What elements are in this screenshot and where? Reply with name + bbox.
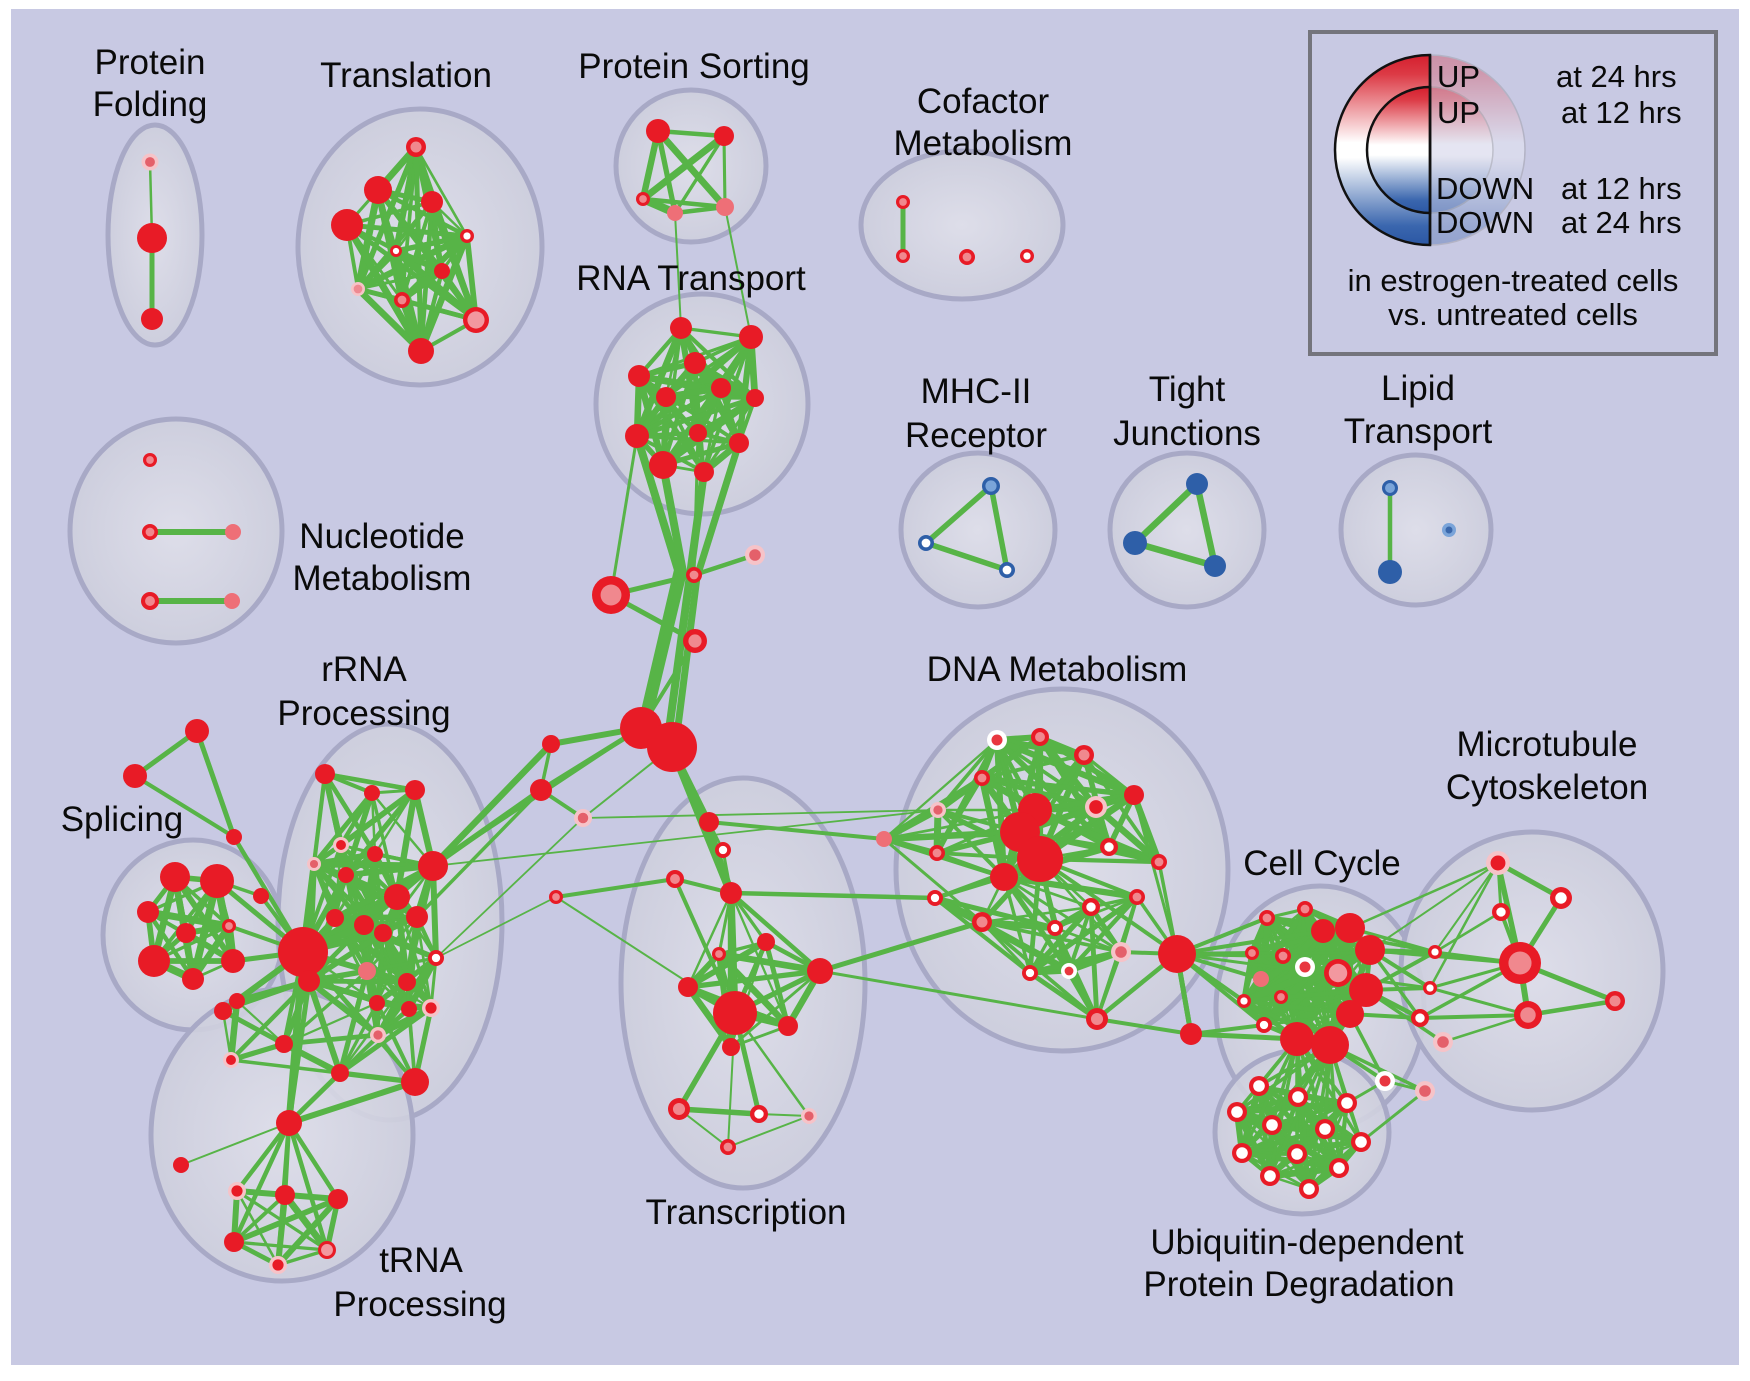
svg-text:Metabolism: Metabolism — [894, 124, 1073, 163]
svg-text:Transcription: Transcription — [646, 1193, 847, 1232]
svg-text:Tight: Tight — [1149, 370, 1226, 409]
svg-text:at 12 hrs: at 12 hrs — [1561, 95, 1682, 130]
svg-text:Translation: Translation — [320, 56, 492, 95]
svg-text:at 12 hrs: at 12 hrs — [1561, 171, 1682, 206]
svg-text:Transport: Transport — [1344, 412, 1493, 451]
svg-text:rRNA: rRNA — [321, 650, 407, 689]
svg-text:DNA Metabolism: DNA Metabolism — [927, 650, 1188, 689]
svg-text:at 24 hrs: at 24 hrs — [1561, 205, 1682, 240]
svg-text:Cytoskeleton: Cytoskeleton — [1446, 768, 1648, 807]
svg-text:Cofactor: Cofactor — [917, 82, 1050, 121]
svg-text:in estrogen-treated cells: in estrogen-treated cells — [1348, 263, 1679, 298]
svg-text:RNA Transport: RNA Transport — [576, 259, 806, 298]
svg-text:Cell Cycle: Cell Cycle — [1243, 844, 1401, 883]
svg-text:Protein Degradation: Protein Degradation — [1143, 1265, 1454, 1304]
svg-text:tRNA: tRNA — [379, 1241, 463, 1280]
svg-text:Protein: Protein — [95, 43, 206, 82]
svg-text:Nucleotide: Nucleotide — [299, 517, 464, 556]
svg-text:Protein Sorting: Protein Sorting — [578, 47, 810, 86]
svg-text:Folding: Folding — [93, 85, 208, 124]
svg-text:Processing: Processing — [333, 1285, 506, 1324]
svg-text:Processing: Processing — [277, 694, 450, 733]
svg-text:DOWN: DOWN — [1436, 205, 1534, 240]
svg-text:UP: UP — [1437, 59, 1480, 94]
svg-text:Receptor: Receptor — [905, 416, 1047, 455]
svg-text:UP: UP — [1437, 95, 1480, 130]
svg-text:Splicing: Splicing — [61, 800, 184, 839]
svg-text:Metabolism: Metabolism — [293, 559, 472, 598]
svg-text:Lipid: Lipid — [1381, 369, 1455, 408]
svg-text:MHC-II: MHC-II — [921, 372, 1032, 411]
svg-text:at 24 hrs: at 24 hrs — [1556, 59, 1677, 94]
svg-text:Microtubule: Microtubule — [1457, 725, 1638, 764]
svg-text:vs. untreated cells: vs. untreated cells — [1388, 297, 1638, 332]
svg-text:Ubiquitin-dependent: Ubiquitin-dependent — [1150, 1223, 1464, 1262]
svg-text:DOWN: DOWN — [1436, 171, 1534, 206]
svg-text:Junctions: Junctions — [1113, 414, 1261, 453]
